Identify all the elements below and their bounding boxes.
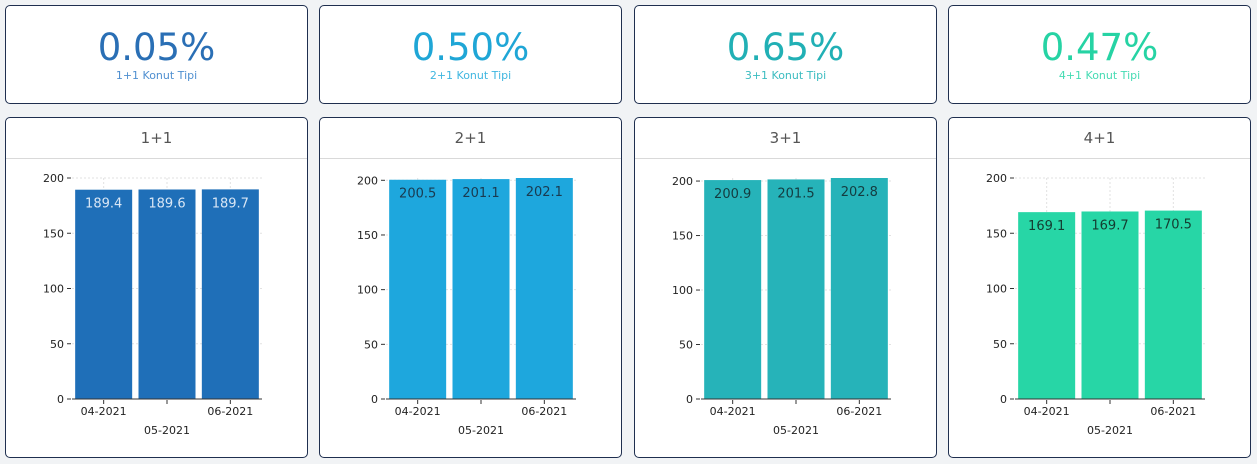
y-tick-label: 100 bbox=[672, 284, 693, 297]
kpi-value: 0.05% bbox=[97, 26, 216, 69]
chart-title: 3+1 bbox=[635, 118, 936, 159]
y-tick-label: 100 bbox=[357, 284, 378, 297]
chart-title: 1+1 bbox=[6, 118, 307, 159]
bar-value-label: 200.9 bbox=[714, 187, 751, 202]
bar-chart: 0 50 100 150 200 200.9 04-2021 201.5 05-2021 202.… bbox=[672, 175, 891, 437]
x-tick-label: 06-2021 bbox=[521, 405, 567, 418]
kpi-value: 0.65% bbox=[726, 26, 845, 69]
bar bbox=[767, 179, 825, 399]
bar-chart: 0 50 100 150 200 200.5 04-2021 201.1 05-2021 202.… bbox=[357, 174, 576, 437]
x-tick-label: 04-2021 bbox=[710, 405, 756, 418]
bar-chart: 0 50 100 150 200 189.4 04-2021 189.6 05-2021 189.… bbox=[43, 172, 262, 437]
y-tick-label: 200 bbox=[43, 172, 64, 185]
bar-value-label: 169.7 bbox=[1091, 218, 1128, 233]
bar bbox=[389, 179, 447, 399]
x-tick-label: 04-2021 bbox=[1024, 405, 1070, 418]
y-tick-label: 0 bbox=[686, 393, 693, 406]
y-tick-label: 200 bbox=[986, 172, 1007, 185]
bar bbox=[452, 179, 510, 399]
y-tick-label: 0 bbox=[1000, 393, 1007, 406]
kpi-card-1: 0.05% 1+1 Konut Tipi bbox=[5, 5, 308, 104]
y-tick-label: 50 bbox=[50, 338, 64, 351]
bar-value-label: 202.1 bbox=[526, 185, 563, 200]
x-tick-label: 04-2021 bbox=[81, 405, 127, 418]
bar-value-label: 201.1 bbox=[462, 186, 499, 201]
bar-value-label: 201.5 bbox=[777, 186, 814, 201]
chart-title: 2+1 bbox=[320, 118, 621, 159]
bar bbox=[1018, 212, 1076, 399]
chart-card-3: 3+1 0 50 100 150 200 200.9 04-2021 201.5 05-2021… bbox=[634, 117, 937, 458]
y-tick-label: 150 bbox=[672, 230, 693, 243]
bar-value-label: 189.6 bbox=[148, 196, 185, 211]
y-tick-label: 150 bbox=[986, 227, 1007, 240]
y-tick-label: 100 bbox=[986, 283, 1007, 296]
x-tick-label: 06-2021 bbox=[1150, 405, 1196, 418]
y-tick-label: 50 bbox=[993, 338, 1007, 351]
y-tick-label: 0 bbox=[57, 393, 64, 406]
kpi-card-2: 0.50% 2+1 Konut Tipi bbox=[319, 5, 622, 104]
bar bbox=[704, 180, 762, 399]
x-tick-label: 05-2021 bbox=[144, 424, 190, 437]
chart-card-4: 4+1 0 50 100 150 200 169.1 04-2021 169.7 05-2021… bbox=[948, 117, 1251, 458]
bar-value-label: 189.4 bbox=[85, 197, 122, 212]
bar bbox=[515, 178, 573, 399]
kpi-label: 2+1 Konut Tipi bbox=[429, 69, 512, 82]
y-tick-label: 200 bbox=[672, 175, 693, 188]
chart-card-2: 2+1 0 50 100 150 200 200.5 04-2021 201.1 05-2021… bbox=[319, 117, 622, 458]
y-tick-label: 0 bbox=[371, 393, 378, 406]
bar bbox=[1081, 211, 1139, 399]
y-tick-label: 100 bbox=[43, 283, 64, 296]
kpi-value: 0.50% bbox=[411, 26, 530, 69]
x-tick-label: 06-2021 bbox=[836, 405, 882, 418]
kpi-label: 3+1 Konut Tipi bbox=[744, 69, 827, 82]
bar-chart: 0 50 100 150 200 169.1 04-2021 169.7 05-2021 170.… bbox=[986, 172, 1205, 437]
x-tick-label: 06-2021 bbox=[207, 405, 253, 418]
x-tick-label: 05-2021 bbox=[458, 424, 504, 437]
kpi-label: 4+1 Konut Tipi bbox=[1058, 69, 1141, 82]
x-tick-label: 05-2021 bbox=[773, 424, 819, 437]
kpi-card-3: 0.65% 3+1 Konut Tipi bbox=[634, 5, 937, 104]
y-tick-label: 50 bbox=[364, 338, 378, 351]
bar-value-label: 202.8 bbox=[841, 185, 878, 200]
bar-value-label: 170.5 bbox=[1155, 218, 1192, 233]
y-tick-label: 50 bbox=[679, 339, 693, 352]
kpi-card-4: 0.47% 4+1 Konut Tipi bbox=[948, 5, 1251, 104]
bar-value-label: 169.1 bbox=[1028, 219, 1065, 234]
kpi-value: 0.47% bbox=[1040, 26, 1159, 69]
x-tick-label: 04-2021 bbox=[395, 405, 441, 418]
kpi-label: 1+1 Konut Tipi bbox=[115, 69, 198, 82]
chart-card-1: 1+1 0 50 100 150 200 189.4 04-2021 189.6 05-2021… bbox=[5, 117, 308, 458]
y-tick-label: 200 bbox=[357, 174, 378, 187]
chart-title: 4+1 bbox=[949, 118, 1250, 159]
bar bbox=[75, 189, 133, 399]
y-tick-label: 150 bbox=[43, 227, 64, 240]
bar-value-label: 200.5 bbox=[399, 187, 436, 202]
bar bbox=[1144, 210, 1202, 399]
bar bbox=[830, 178, 888, 399]
x-tick-label: 05-2021 bbox=[1087, 424, 1133, 437]
y-tick-label: 150 bbox=[357, 229, 378, 242]
bar-value-label: 189.7 bbox=[212, 196, 249, 211]
bar bbox=[201, 189, 259, 399]
bar bbox=[138, 189, 196, 399]
